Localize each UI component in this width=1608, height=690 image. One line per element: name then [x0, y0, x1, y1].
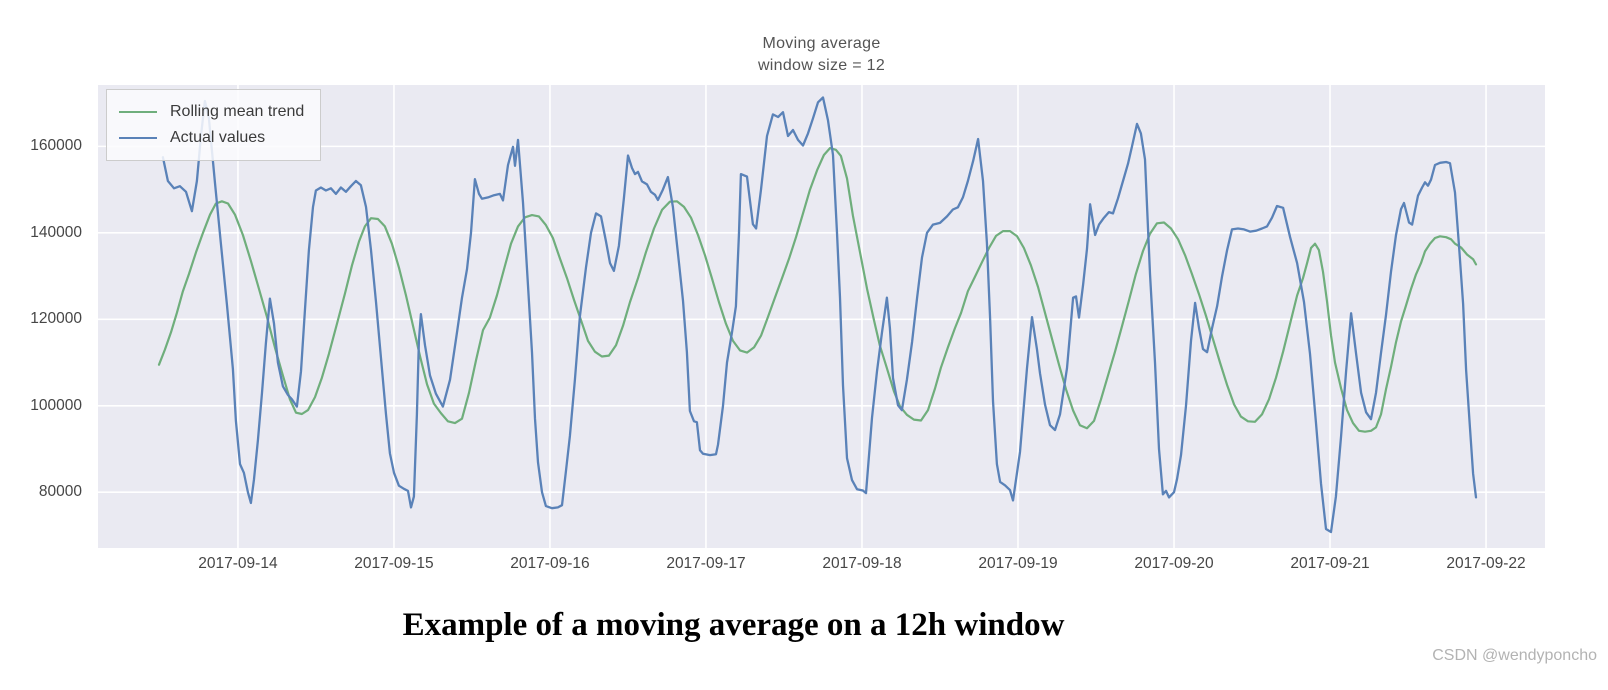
plot-area: Rolling mean trend Actual values [98, 85, 1545, 548]
y-axis: 80000 100000 120000 140000 160000 [0, 85, 90, 548]
y-tick-label: 100000 [30, 396, 82, 414]
x-axis: 2017-09-14 2017-09-15 2017-09-16 2017-09-17… [98, 552, 1545, 580]
legend-item-actual-values: Actual values [119, 125, 304, 151]
x-tick-label: 2017-09-22 [1446, 555, 1526, 572]
actual-values-line-swatch [119, 137, 157, 139]
x-tick-label: 2017-09-14 [198, 555, 278, 572]
rolling-mean-line [157, 146, 1478, 433]
rolling-mean-line-swatch [119, 111, 157, 113]
x-tick-label: 2017-09-18 [822, 555, 902, 572]
legend-item-rolling-mean: Rolling mean trend [119, 99, 304, 125]
x-tick-label: 2017-09-17 [666, 555, 746, 572]
watermark: CSDN @wendyponcho [1432, 647, 1597, 664]
x-tick-label: 2017-09-21 [1290, 555, 1370, 572]
legend-label: Actual values [170, 129, 266, 146]
figure-caption: Example of a moving average on a 12h win… [402, 607, 1065, 643]
chart-title-line1: Moving average [762, 35, 881, 52]
y-tick-label: 160000 [30, 137, 82, 155]
x-tick-label: 2017-09-16 [510, 555, 590, 572]
y-tick-label: 120000 [30, 310, 82, 328]
chart-canvas [98, 85, 1545, 548]
x-tick-label: 2017-09-19 [978, 555, 1058, 572]
actual-values-line [161, 96, 1478, 534]
x-tick-label: 2017-09-20 [1134, 555, 1214, 572]
legend: Rolling mean trend Actual values [106, 89, 322, 161]
x-tick-label: 2017-09-15 [354, 555, 434, 572]
legend-label: Rolling mean trend [170, 103, 305, 120]
y-tick-label: 140000 [30, 223, 82, 241]
chart-title-line2: window size = 12 [757, 57, 886, 74]
y-tick-label: 80000 [38, 483, 82, 501]
chart-title: Moving average window size = 12 [98, 33, 1545, 77]
